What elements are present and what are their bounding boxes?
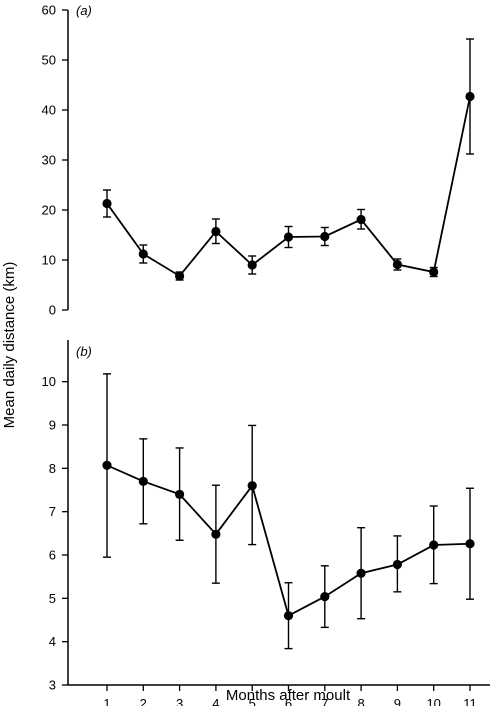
- panel-a-data-point: [320, 231, 330, 242]
- panel-b-x-tick-label: 4: [212, 696, 219, 706]
- panel-b-data-point: [247, 481, 257, 491]
- panel-a-points: [102, 91, 475, 281]
- panel-a-y-tick-label: 0: [49, 303, 56, 318]
- panel-b-y-tick-label: 8: [49, 461, 56, 476]
- panel-b-data-point: [320, 592, 330, 602]
- x-axis-title: Months after moult: [226, 687, 351, 704]
- panel-a-data-point: [465, 91, 475, 102]
- panel-b-label: (b): [76, 344, 92, 359]
- panel-b-x-tick-label: 1: [103, 696, 110, 706]
- panel-b-error-bars: [103, 373, 474, 650]
- panel-b-x-tick-label: 9: [394, 696, 401, 706]
- panel-b-data-point: [465, 539, 475, 549]
- panel-a-data-point: [247, 260, 257, 270]
- panel-a-y-tick-label: 30: [42, 153, 56, 168]
- panel-a-y-tick-label: 20: [42, 203, 56, 218]
- panel-b-data-point: [102, 460, 112, 470]
- panel-a-series-line: [106, 96, 471, 278]
- panel-a-label: (a): [76, 3, 92, 18]
- panel-b-y-ticks: 3 4 5 6 7 8 9 10: [42, 374, 68, 693]
- panel-b-points: [102, 460, 475, 621]
- panel-b-x-tick-label: 8: [357, 696, 364, 706]
- panel-b-x-tick-label: 2: [140, 696, 147, 706]
- panel-b-x-ticks: 1 2 3 4 5 6 7 8 9 10 11: [103, 685, 477, 706]
- panel-b-data-point: [429, 540, 439, 550]
- panel-b-y-tick-label: 7: [49, 504, 56, 519]
- panel-b-x-tick-label: 5: [249, 696, 256, 706]
- panel-a-data-point: [175, 271, 185, 281]
- panel-b-x-tick-label: 10: [426, 696, 440, 706]
- panel-b-data-point: [392, 559, 402, 570]
- panel-a-data-point: [392, 259, 402, 270]
- panel-b-x-tick-label: 11: [463, 696, 477, 706]
- panel-b-y-tick-label: 5: [49, 591, 56, 606]
- panel-a-error-bars: [103, 38, 474, 281]
- panel-b-x-tick-label: 7: [321, 696, 328, 706]
- panel-b-y-tick-label: 3: [49, 678, 56, 693]
- panel-b-x-tick-label: 3: [176, 696, 183, 706]
- panel-b: 3 4 5 6 7 8 9 10 1 2 3 4 5 6 7 8 9 10 11 (b): [42, 340, 490, 706]
- panel-a-y-tick-label: 10: [42, 253, 56, 268]
- panel-a-data-point: [429, 267, 439, 277]
- panel-a-data-point: [356, 214, 366, 225]
- panel-b-y-tick-label: 10: [42, 374, 56, 389]
- panel-b-x-tick-label: 6: [285, 696, 292, 706]
- panel-b-y-tick-label: 9: [49, 418, 56, 433]
- y-axis-title: Mean daily distance (km): [1, 262, 18, 429]
- panel-b-data-point: [175, 489, 185, 499]
- panel-a-y-tick-label: 50: [42, 53, 56, 68]
- panel-a-data-point: [211, 226, 221, 237]
- panel-a-data-point: [102, 198, 112, 209]
- panel-b-y-tick-label: 6: [49, 548, 56, 563]
- panel-a-y-ticks: 0 10 20 30 40 50 60: [42, 3, 68, 318]
- panel-a: 0 10 20 30 40 50 60 (a): [42, 3, 475, 318]
- panel-b-y-tick-label: 4: [49, 634, 56, 649]
- panel-b-data-point: [283, 611, 294, 621]
- panel-a-y-tick-label: 40: [42, 103, 56, 118]
- panel-a-y-tick-label: 60: [42, 3, 56, 18]
- panel-b-data-point: [356, 568, 366, 578]
- panel-b-data-point: [211, 529, 221, 539]
- panel-a-data-point: [138, 249, 148, 259]
- panel-a-data-point: [283, 232, 294, 242]
- panel-b-data-point: [138, 476, 148, 486]
